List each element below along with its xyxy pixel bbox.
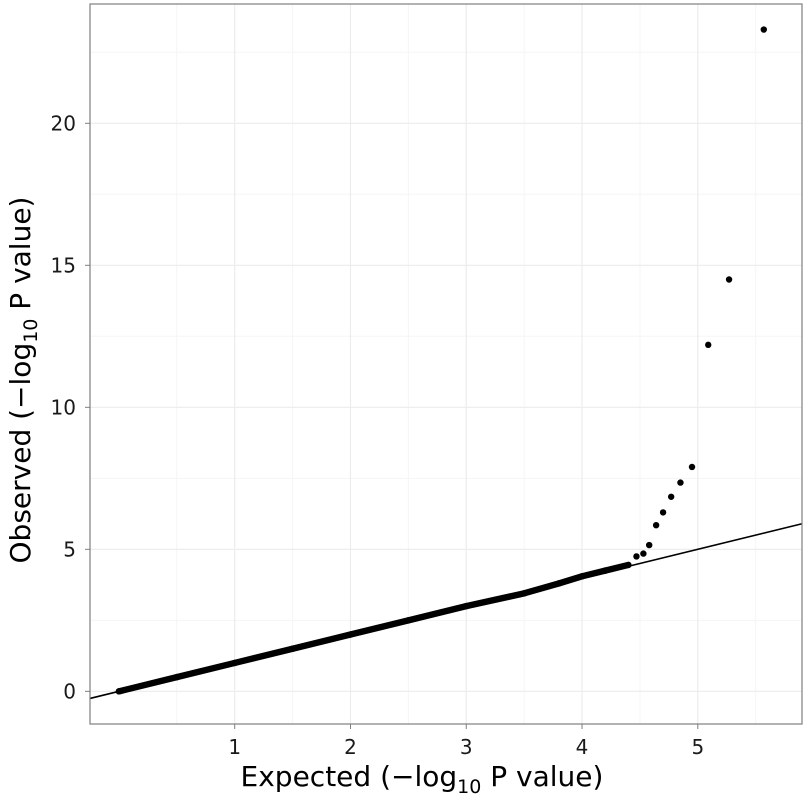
x-tick-label: 5	[691, 735, 704, 759]
dense-point-segment	[289, 631, 354, 652]
y-tick-label: 20	[51, 111, 76, 135]
data-point	[667, 493, 675, 500]
y-axis-title: Observed (−log10 P value)	[4, 197, 42, 564]
dense-point-segment	[578, 567, 609, 580]
data-point	[760, 26, 767, 33]
data-point	[659, 509, 667, 516]
dense-point-segment	[347, 617, 412, 638]
data-point	[625, 561, 632, 569]
y-tick-label: 10	[51, 395, 76, 419]
y-tick-label: 15	[51, 253, 76, 277]
data-point	[677, 479, 684, 486]
x-tick-label: 2	[344, 735, 357, 759]
data-point	[645, 541, 653, 549]
y-tick-label: 5	[63, 537, 76, 561]
dense-point-segment	[520, 580, 563, 597]
data-point	[688, 463, 696, 471]
data-point	[652, 521, 660, 529]
y-axis-ticks: 0 5 10 15 20	[51, 111, 90, 703]
panel-border	[89, 3, 803, 725]
dense-point-segment	[555, 573, 586, 587]
x-axis-title: Expected (−log10 P value)	[241, 760, 604, 798]
y-tick-label: 0	[63, 679, 76, 703]
dense-point-segment	[115, 673, 181, 695]
dense-point-segment	[601, 561, 632, 574]
dense-point-segment	[463, 590, 528, 610]
dense-point-segment	[405, 602, 470, 624]
data-points	[633, 26, 767, 560]
data-point	[725, 276, 733, 283]
data-point	[633, 553, 640, 560]
x-tick-label: 3	[460, 735, 473, 759]
x-tick-label: 1	[228, 735, 241, 759]
dense-point-segment	[231, 645, 296, 667]
minor-gridlines	[90, 4, 802, 724]
dense-point-band	[115, 561, 632, 695]
data-point	[705, 341, 712, 349]
dense-point-segment	[173, 659, 238, 681]
x-tick-label: 4	[576, 735, 589, 759]
data-point	[640, 550, 647, 557]
x-axis-ticks: 1 2 3 4 5	[228, 724, 704, 759]
